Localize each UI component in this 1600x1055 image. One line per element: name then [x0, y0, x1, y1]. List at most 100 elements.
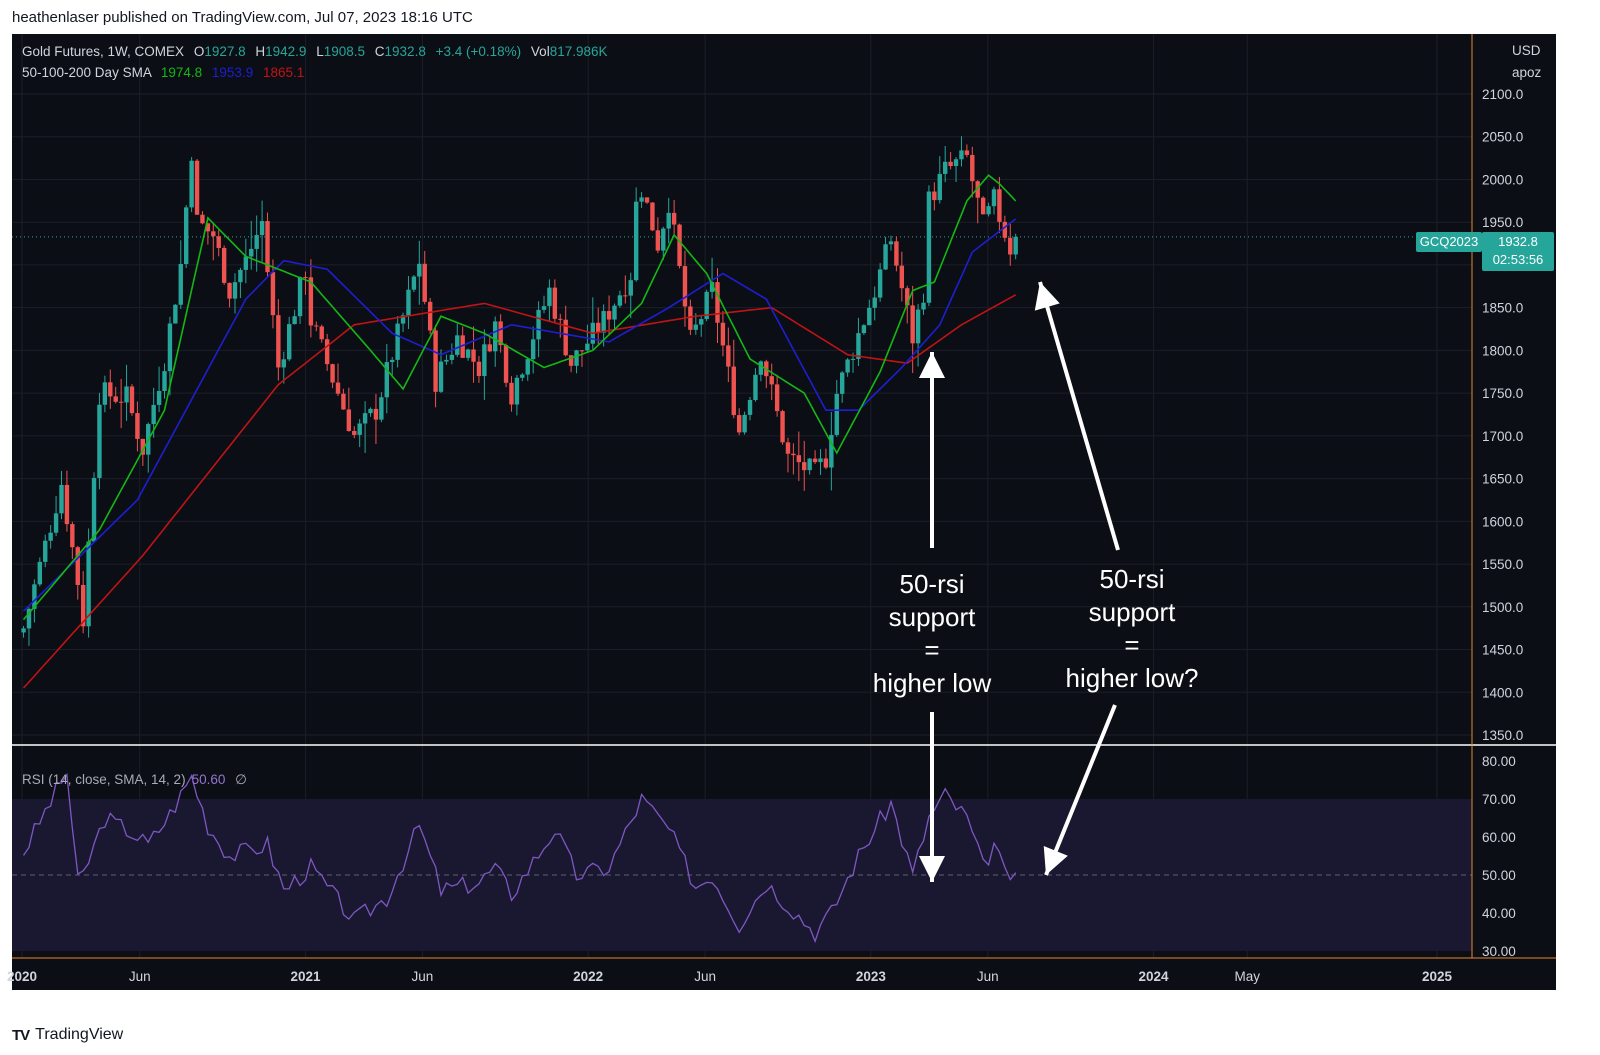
time-tick-label: Jun: [694, 969, 716, 984]
candle-body: [552, 287, 558, 319]
price-tick-label: 1600.0: [1482, 514, 1523, 529]
candle-body: [205, 223, 211, 232]
annotation-higher-low-question: 50-rsi support = higher low?: [1030, 563, 1234, 695]
rsi-tick-label: 60.00: [1482, 830, 1516, 845]
rsi-tick-label: 80.00: [1482, 754, 1516, 769]
candle-body: [666, 212, 671, 229]
candle-body: [297, 277, 303, 317]
sma50-line: [22, 174, 1017, 621]
hide-icon[interactable]: ∅: [235, 772, 247, 787]
candle-body: [574, 350, 579, 366]
candle-body: [563, 319, 568, 356]
candle-body: [503, 345, 509, 383]
candle-body: [720, 322, 726, 346]
candle-body: [221, 247, 227, 283]
annotation-line: higher low: [872, 668, 992, 698]
candle-body: [899, 265, 905, 289]
annotation-arrow-shaft: [1044, 704, 1117, 876]
time-tick-label: Jun: [412, 969, 434, 984]
candle-body: [411, 276, 417, 290]
candle-body: [70, 524, 75, 548]
candle-body: [80, 584, 86, 627]
annotation-line: support: [1088, 597, 1176, 627]
time-tick-label: 2023: [856, 969, 887, 984]
currency-unit[interactable]: USD apoz: [1512, 40, 1541, 84]
unit-label: apoz: [1512, 65, 1542, 80]
last-price-badge: 1932.8 02:53:56: [1482, 232, 1554, 271]
candle-body: [877, 269, 883, 298]
candle-body: [308, 277, 314, 326]
annotation-line: =: [1124, 630, 1140, 660]
candle-body: [699, 319, 704, 325]
time-tick-label: 2021: [290, 969, 321, 984]
time-tick-label: Jun: [129, 969, 151, 984]
candle-body: [341, 393, 346, 410]
candle-body: [579, 350, 585, 352]
candle-body: [769, 376, 774, 385]
candle-body: [167, 323, 173, 372]
candle-body: [894, 241, 899, 266]
candle-body: [487, 344, 492, 352]
rsi-tick-label: 50.00: [1482, 868, 1516, 883]
rsi-tick-label: 40.00: [1482, 906, 1516, 921]
open-value: 1927.8: [204, 44, 246, 59]
bar-countdown: 02:53:56: [1492, 252, 1544, 267]
candle-body: [135, 413, 140, 439]
candle-body: [758, 361, 764, 375]
candle-body: [482, 344, 487, 377]
last-price: 1932.8: [1498, 234, 1538, 249]
candle-body: [324, 339, 330, 365]
candle-body: [140, 438, 146, 455]
sma100-value: 1953.9: [211, 65, 254, 80]
price-tick-label: 2050.0: [1482, 130, 1523, 145]
candle-body: [530, 339, 536, 360]
candle-body: [265, 221, 270, 273]
candle-body: [75, 547, 80, 585]
candle-body: [617, 295, 623, 306]
candle-body: [915, 309, 921, 344]
annotation-line: =: [924, 635, 940, 665]
candle-body: [189, 160, 194, 208]
candle-body: [194, 160, 200, 215]
candle-body: [731, 366, 736, 416]
candle-body: [362, 413, 368, 424]
candle-body: [753, 374, 758, 401]
candle-body: [433, 330, 438, 392]
candle-body: [970, 154, 975, 182]
symbol-legend[interactable]: Gold Futures, 1W, COMEX O1927.8 H1942.9 …: [22, 44, 608, 59]
time-axis[interactable]: 2020 Jun 2021 Jun 2022 Jun 2023 Jun 2024 May 2025: [7, 969, 1453, 984]
rsi-value: 50.60: [191, 772, 226, 787]
currency-label: USD: [1512, 43, 1541, 58]
candle-body: [547, 287, 552, 307]
candle-body: [400, 315, 406, 324]
vol-value: 817.986K: [549, 44, 608, 59]
candle-body: [37, 561, 43, 585]
candle-body: [693, 324, 699, 330]
candle-body: [606, 311, 612, 320]
candle-body: [498, 321, 503, 346]
annotation-higher-low: 50-rsi support = higher low: [840, 568, 1024, 700]
candle-body: [834, 393, 839, 435]
published-by-header: heathenlaser published on TradingView.co…: [12, 9, 473, 26]
sma50-value: 1974.8: [160, 65, 203, 80]
candle-body: [596, 322, 601, 333]
sma-legend[interactable]: 50-100-200 Day SMA 1974.8 1953.9 1865.1: [22, 65, 304, 80]
sma-label: 50-100-200 Day SMA: [22, 65, 152, 80]
candle-body: [644, 197, 650, 203]
candle-body: [677, 224, 682, 267]
price-tick-label: 1650.0: [1482, 472, 1523, 487]
sma200-line: [22, 294, 1017, 689]
candle-body: [292, 316, 297, 325]
candle-body: [21, 628, 26, 633]
candle-body: [509, 382, 514, 405]
price-tick-label: 1500.0: [1482, 600, 1523, 615]
rsi-legend[interactable]: RSI (14, close, SMA, 14, 2) 50.60 ∅: [22, 772, 247, 788]
candle-body: [232, 282, 238, 299]
annotation-arrows: [919, 281, 1120, 882]
open-label: O: [193, 44, 205, 59]
sma200-value: 1865.1: [262, 65, 305, 80]
candle-body: [183, 207, 189, 264]
tradingview-logo[interactable]: TV TradingView: [12, 1026, 123, 1044]
candle-body: [568, 355, 574, 366]
